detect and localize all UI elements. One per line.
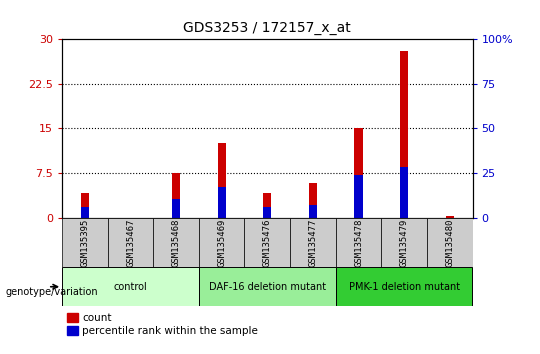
Text: genotype/variation: genotype/variation	[5, 287, 98, 297]
Text: GSM135480: GSM135480	[445, 218, 454, 267]
Text: GSM135467: GSM135467	[126, 218, 135, 267]
Text: GSM135395: GSM135395	[80, 218, 90, 267]
Bar	[81, 193, 89, 218]
Bar	[400, 51, 408, 218]
Bar	[199, 267, 336, 306]
Bar	[245, 218, 290, 267]
Text: GSM135477: GSM135477	[308, 218, 318, 267]
Title: GDS3253 / 172157_x_at: GDS3253 / 172157_x_at	[184, 21, 351, 35]
Bar	[62, 267, 199, 306]
Bar	[107, 218, 153, 267]
Bar	[354, 175, 362, 218]
Bar	[309, 183, 317, 218]
Bar	[81, 207, 89, 218]
Bar	[172, 173, 180, 218]
Bar	[381, 218, 427, 267]
Bar	[309, 205, 317, 218]
Text: PMK-1 deletion mutant: PMK-1 deletion mutant	[348, 282, 460, 292]
Bar	[218, 143, 226, 218]
Bar	[290, 218, 336, 267]
Bar	[427, 218, 472, 267]
Text: GSM135479: GSM135479	[400, 218, 409, 267]
Bar	[336, 218, 381, 267]
Text: control: control	[113, 282, 147, 292]
Text: DAF-16 deletion mutant: DAF-16 deletion mutant	[209, 282, 326, 292]
Text: GSM135476: GSM135476	[263, 218, 272, 267]
Legend: count, percentile rank within the sample: count, percentile rank within the sample	[68, 313, 258, 336]
Bar	[172, 199, 180, 218]
Bar	[199, 218, 245, 267]
Bar	[263, 207, 272, 218]
Text: GSM135478: GSM135478	[354, 218, 363, 267]
Bar	[336, 267, 472, 306]
Bar	[400, 167, 408, 218]
Bar	[218, 187, 226, 218]
Bar	[153, 218, 199, 267]
Bar	[354, 129, 362, 218]
Text: GSM135468: GSM135468	[172, 218, 180, 267]
Bar	[446, 216, 454, 218]
Text: GSM135469: GSM135469	[217, 218, 226, 267]
Bar	[62, 218, 107, 267]
Bar	[263, 193, 272, 218]
